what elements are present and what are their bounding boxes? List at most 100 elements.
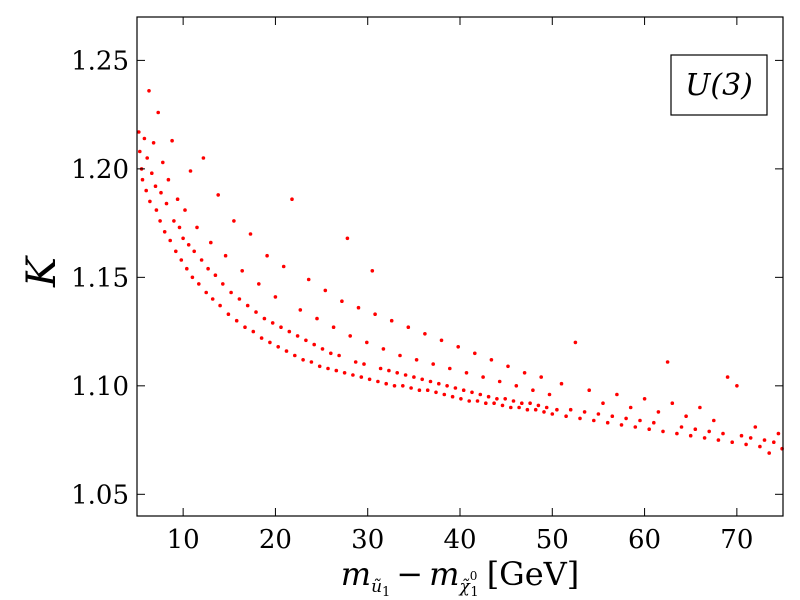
data-point	[170, 138, 174, 143]
data-point	[373, 312, 377, 317]
data-point	[403, 373, 408, 377]
y-tick-label: 1.25	[71, 46, 129, 76]
data-point	[500, 403, 505, 408]
data-point	[642, 397, 647, 401]
data-point	[453, 386, 458, 390]
data-point	[514, 384, 519, 388]
x-tick-label: 20	[259, 525, 292, 555]
data-point	[276, 345, 281, 349]
data-point	[223, 253, 228, 258]
data-point	[145, 156, 149, 160]
data-point	[417, 388, 422, 393]
data-point	[270, 321, 275, 325]
data-point	[735, 384, 739, 388]
data-point	[739, 433, 744, 438]
data-point	[389, 318, 394, 323]
data-point	[520, 401, 524, 406]
data-point	[564, 414, 568, 419]
data-point	[776, 431, 781, 436]
data-point	[693, 427, 698, 432]
data-point	[279, 325, 283, 330]
data-point	[181, 236, 185, 241]
data-point	[257, 282, 261, 286]
x-tick-label: 60	[628, 525, 661, 555]
data-point	[744, 442, 748, 447]
data-point	[304, 338, 308, 343]
data-point	[414, 358, 419, 362]
data-point	[423, 332, 427, 336]
data-point	[209, 240, 213, 245]
data-point	[153, 184, 158, 188]
data-point	[281, 264, 286, 269]
data-point	[484, 401, 488, 406]
data-point	[154, 208, 159, 212]
x-label-sup2: 0	[470, 569, 478, 583]
data-point	[384, 381, 389, 386]
data-point	[559, 381, 564, 386]
data-point	[175, 197, 180, 201]
x-label-sub2b: 1	[470, 585, 478, 600]
data-point	[633, 425, 638, 429]
x-label-sub2: χ̃	[458, 577, 471, 597]
data-point	[237, 297, 242, 301]
data-point	[448, 366, 452, 371]
data-point	[334, 368, 339, 373]
data-point	[144, 188, 148, 193]
data-point	[684, 414, 688, 419]
y-tick-label: 1.20	[71, 155, 129, 185]
data-point	[137, 130, 141, 134]
data-point	[232, 219, 236, 223]
data-point	[216, 193, 220, 197]
data-point	[531, 388, 535, 393]
data-point	[345, 236, 350, 241]
data-point	[273, 295, 278, 299]
x-label-sub1: ũ	[371, 577, 382, 597]
data-point	[486, 394, 491, 399]
data-point	[431, 362, 436, 366]
data-point	[342, 371, 347, 375]
data-point	[348, 334, 353, 338]
data-point	[767, 451, 771, 455]
data-point	[503, 397, 508, 401]
data-point	[262, 316, 267, 321]
x-tick-label: 50	[536, 525, 569, 555]
data-point	[748, 436, 753, 440]
data-points	[137, 89, 784, 455]
data-point	[213, 273, 218, 278]
x-tick-label: 30	[351, 525, 384, 555]
data-point	[362, 362, 366, 366]
data-point	[248, 232, 253, 236]
data-point	[387, 368, 391, 373]
y-tick-label: 1.15	[71, 263, 129, 293]
data-point	[712, 418, 716, 423]
data-point	[425, 388, 430, 393]
data-point	[329, 351, 333, 356]
data-point	[195, 225, 199, 230]
data-point	[506, 364, 510, 369]
data-point	[284, 349, 289, 353]
data-point	[172, 219, 176, 223]
data-point	[376, 379, 380, 384]
data-point	[470, 390, 474, 395]
data-point	[148, 199, 152, 204]
data-point	[688, 433, 693, 438]
data-point	[492, 401, 496, 406]
data-point	[670, 401, 675, 406]
data-point	[168, 238, 172, 243]
data-point	[210, 297, 215, 301]
data-point	[185, 266, 189, 271]
data-point	[615, 392, 619, 397]
data-point	[509, 405, 513, 410]
data-point	[592, 418, 596, 423]
data-point	[177, 225, 182, 230]
data-point	[295, 334, 300, 338]
data-point	[434, 390, 438, 395]
data-point	[161, 160, 165, 165]
data-point	[221, 282, 225, 286]
data-point	[721, 431, 725, 436]
data-point	[259, 336, 264, 340]
data-point	[525, 407, 530, 412]
data-point	[142, 136, 147, 141]
legend: U(3)	[670, 54, 768, 116]
